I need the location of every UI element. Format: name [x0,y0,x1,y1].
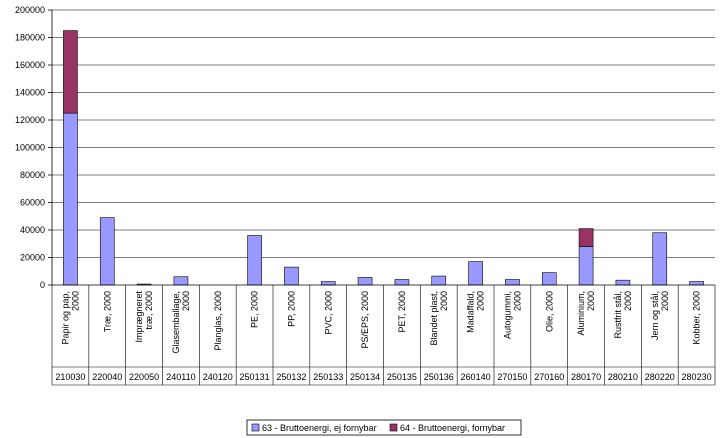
x-category-label: Glasemballage,2000 [171,291,191,354]
y-tick-label: 20000 [20,253,45,263]
bar [431,275,447,286]
x-code-label: 250135 [387,372,417,382]
x-category-label: Træ, 2000 [102,291,112,332]
bar [63,30,78,114]
x-category-label: Kobber, 2000 [692,291,702,345]
y-tick-labels: 0 20000 40000 60000 80000 100000 120000 140000 1… [15,5,45,290]
y-tick-label: 40000 [20,225,45,235]
bar [173,276,189,286]
legend-label: 64 - Bruttoenergi, fornybar [400,423,505,433]
x-code-label: 270160 [534,372,564,382]
x-code-label: 250132 [276,372,306,382]
x-category-label: Imprægnerettræ, 2000 [134,291,154,343]
y-tick-label: 80000 [20,170,45,180]
x-code-label: 240120 [203,372,233,382]
x-code-label: 260140 [461,372,491,382]
x-category-label: Olie, 2000 [544,291,554,332]
bar [615,279,631,286]
x-category-label: PE, 2000 [250,291,260,328]
x-category-label: PVC, 2000 [323,291,333,335]
y-tick-label: 160000 [15,60,45,70]
x-category-labels: Papir og pap,2000 Træ, 2000 Imprægnerettræ… [60,291,701,354]
bar [689,281,704,286]
x-code-label: 280170 [571,372,601,382]
bar [652,232,668,286]
y-tick-label: 140000 [15,88,45,98]
bar [394,279,410,286]
x-category-label: PS/EPS, 2000 [360,291,370,349]
bar [578,246,594,286]
x-code-labels: 210030 220040 220050 240110 240120 250131 2501… [55,372,711,382]
bar [284,266,299,286]
x-code-label: 210030 [55,372,85,382]
legend: 63 - Bruttoenergi, ej fornybar 64 - Brutt… [246,419,522,436]
x-category-label: Autogummi,2000 [502,291,522,339]
bar [468,261,483,286]
x-category-label: Aluminium,2000 [576,291,596,336]
bar [357,277,373,286]
x-code-label: 270150 [497,372,527,382]
y-tick-label: 200000 [15,5,45,15]
x-code-label: 220050 [129,372,159,382]
x-category-label: PP, 2000 [286,291,296,327]
x-category-label: PET, 2000 [397,291,407,333]
x-code-label: 220040 [92,372,122,382]
x-category-label: Madaffald,2000 [466,291,486,333]
bar [63,112,78,286]
x-category-label: Rustfrit stål,2000 [613,291,633,339]
y-tick-label: 100000 [15,143,45,153]
x-code-label: 280220 [645,372,675,382]
x-code-label: 250134 [350,372,380,382]
x-code-label: 250136 [424,372,454,382]
axes [48,9,716,386]
y-tick-label: 120000 [15,115,45,125]
x-category-label: Papir og pap,2000 [60,291,80,345]
bars [63,30,704,286]
bar [541,272,557,286]
bar [99,217,115,286]
legend-label: 63 - Bruttoenergi, ej fornybar [262,423,377,433]
x-code-label: 240110 [166,372,195,382]
y-tick-label: 60000 [20,198,45,208]
bar [578,228,594,247]
y-tick-label: 180000 [15,33,45,43]
bar [247,235,262,286]
legend-swatch [389,423,398,432]
gridlines [52,9,715,258]
x-code-label: 280230 [682,372,712,382]
bar [505,279,520,286]
x-category-label: Planglas, 2000 [213,291,223,351]
y-tick-label: 0 [40,280,45,290]
legend-swatch [251,423,260,432]
x-category-label: Jern og stål,2000 [650,291,670,340]
bar [320,281,336,286]
legend-box [246,419,522,436]
x-code-label: 280210 [608,372,638,382]
x-category-label: Blandet plast,2000 [429,291,449,346]
x-code-label: 250131 [240,372,270,382]
x-code-label: 250133 [313,372,343,382]
